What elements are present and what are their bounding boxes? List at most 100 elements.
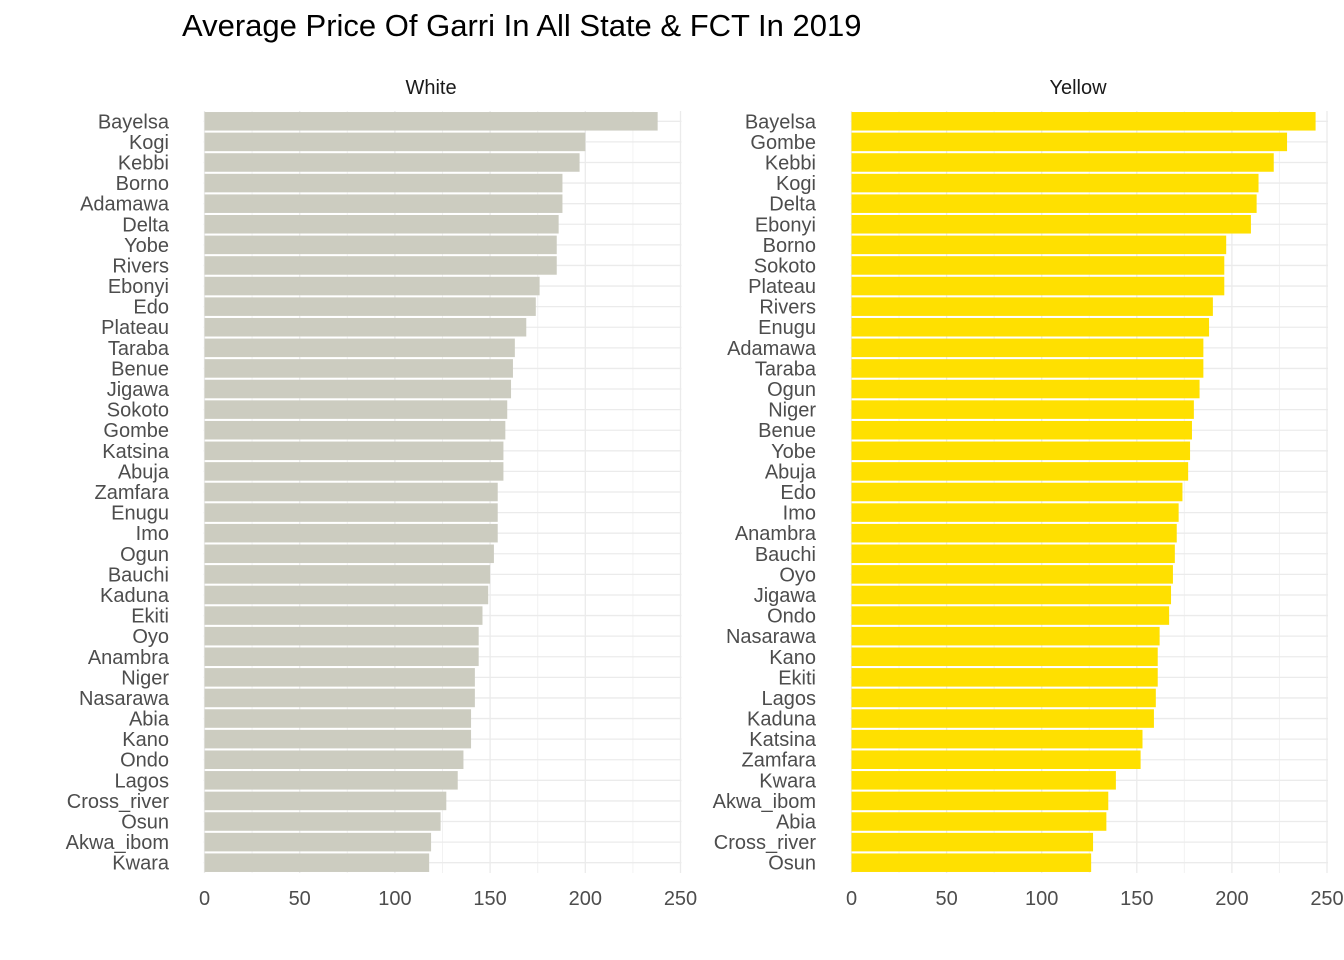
- chart-title: Average Price Of Garri In All State & FC…: [182, 8, 862, 43]
- category-label: Rivers: [759, 297, 816, 319]
- bar-niger: [204, 668, 475, 687]
- bar-kaduna: [851, 709, 1154, 728]
- category-label: Delta: [122, 214, 170, 236]
- facet-strip-white: White: [405, 77, 456, 99]
- bar-benue: [204, 359, 513, 378]
- bar-yobe: [851, 441, 1191, 461]
- bar-niger: [851, 400, 1194, 419]
- bar-gombe: [851, 132, 1288, 152]
- bar-sokoto: [851, 256, 1225, 275]
- bar-borno: [851, 235, 1227, 255]
- bar-kano: [204, 729, 472, 749]
- bar-enugu: [204, 503, 498, 522]
- bar-plateau: [204, 317, 527, 337]
- bar-ekiti: [851, 668, 1158, 687]
- category-label: Lagos: [115, 770, 170, 792]
- category-label: Kano: [122, 729, 169, 751]
- bar-abia: [204, 709, 472, 728]
- category-label: Taraba: [755, 358, 817, 380]
- category-label: Yobe: [124, 235, 169, 257]
- category-label: Plateau: [101, 317, 169, 339]
- category-label: Ebonyi: [755, 214, 816, 236]
- bar-akwa-ibom: [851, 791, 1109, 811]
- category-label: Borno: [116, 173, 169, 195]
- bar-edo: [851, 482, 1183, 502]
- category-label: Osun: [121, 812, 169, 834]
- category-label: Ondo: [767, 606, 816, 628]
- category-label: Cross_river: [714, 832, 817, 854]
- bar-edo: [204, 297, 536, 316]
- category-label: Adamawa: [80, 194, 170, 216]
- bar-imo: [851, 503, 1179, 522]
- category-label: Oyo: [132, 626, 169, 648]
- bar-kogi: [851, 173, 1259, 193]
- bar-anambra: [204, 647, 479, 667]
- category-label: Abia: [776, 812, 817, 834]
- bar-ekiti: [204, 606, 483, 625]
- bar-rivers: [851, 297, 1213, 316]
- bar-sokoto: [204, 400, 508, 419]
- bar-bayelsa: [851, 112, 1316, 131]
- category-label: Gombe: [750, 132, 816, 154]
- facet-strip-yellow: Yellow: [1049, 77, 1107, 99]
- category-label: Kaduna: [100, 585, 170, 607]
- category-label: Bauchi: [108, 564, 169, 586]
- category-label: Niger: [768, 400, 816, 422]
- category-label: Ekiti: [131, 606, 169, 628]
- category-label: Nasarawa: [726, 626, 817, 648]
- x-tick-label: 100: [378, 888, 411, 910]
- bar-nasarawa: [204, 688, 475, 708]
- bar-oyo: [204, 626, 479, 646]
- facet-panel-white: White BayelsaKogiKebbiBornoAdamawaDeltaYo…: [66, 77, 698, 910]
- bar-adamawa: [204, 194, 563, 213]
- category-label: Bayelsa: [745, 111, 817, 133]
- x-tick-label: 150: [473, 888, 506, 910]
- category-label: Nasarawa: [79, 688, 170, 710]
- bar-delta: [204, 215, 559, 234]
- x-tick-label: 200: [1215, 888, 1248, 910]
- category-label: Anambra: [735, 523, 817, 545]
- category-label: Zamfara: [742, 750, 817, 772]
- category-label: Abuja: [118, 461, 170, 483]
- category-label: Benue: [758, 420, 816, 442]
- bar-abuja: [851, 462, 1189, 481]
- x-tick-label: 100: [1025, 888, 1058, 910]
- category-label: Ondo: [120, 750, 169, 772]
- category-label: Ogun: [767, 379, 816, 401]
- category-label: Sokoto: [754, 255, 816, 277]
- bar-imo: [204, 523, 498, 543]
- category-label: Imo: [136, 523, 169, 545]
- bar-ebonyi: [204, 276, 540, 296]
- bar-taraba: [851, 359, 1204, 378]
- category-label: Edo: [780, 482, 816, 504]
- bar-osun: [851, 853, 1092, 872]
- category-label: Borno: [763, 235, 816, 257]
- bar-abuja: [204, 462, 504, 481]
- category-label: Kaduna: [747, 709, 817, 731]
- bar-bauchi: [204, 565, 491, 584]
- bar-jigawa: [204, 379, 512, 399]
- bar-akwa-ibom: [204, 832, 432, 852]
- x-tick-label: 0: [846, 888, 857, 910]
- category-label: Ebonyi: [108, 276, 169, 298]
- bar-kaduna: [204, 585, 489, 605]
- bar-oyo: [851, 565, 1173, 584]
- category-label: Gombe: [103, 420, 169, 442]
- bar-ogun: [851, 379, 1200, 399]
- category-label: Anambra: [88, 647, 170, 669]
- bar-taraba: [204, 338, 515, 358]
- category-label: Akwa_ibom: [713, 791, 816, 813]
- x-tick-label: 50: [289, 888, 311, 910]
- bar-abia: [851, 812, 1107, 831]
- bar-rivers: [204, 256, 557, 275]
- x-tick-label: 250: [664, 888, 697, 910]
- bar-ogun: [204, 544, 494, 564]
- bar-cross-river: [204, 791, 447, 811]
- bar-nasarawa: [851, 626, 1160, 646]
- category-label: Yobe: [771, 441, 816, 463]
- category-label: Abia: [129, 709, 170, 731]
- category-label: Niger: [121, 667, 169, 689]
- category-label: Bauchi: [755, 544, 816, 566]
- bar-bauchi: [851, 544, 1175, 564]
